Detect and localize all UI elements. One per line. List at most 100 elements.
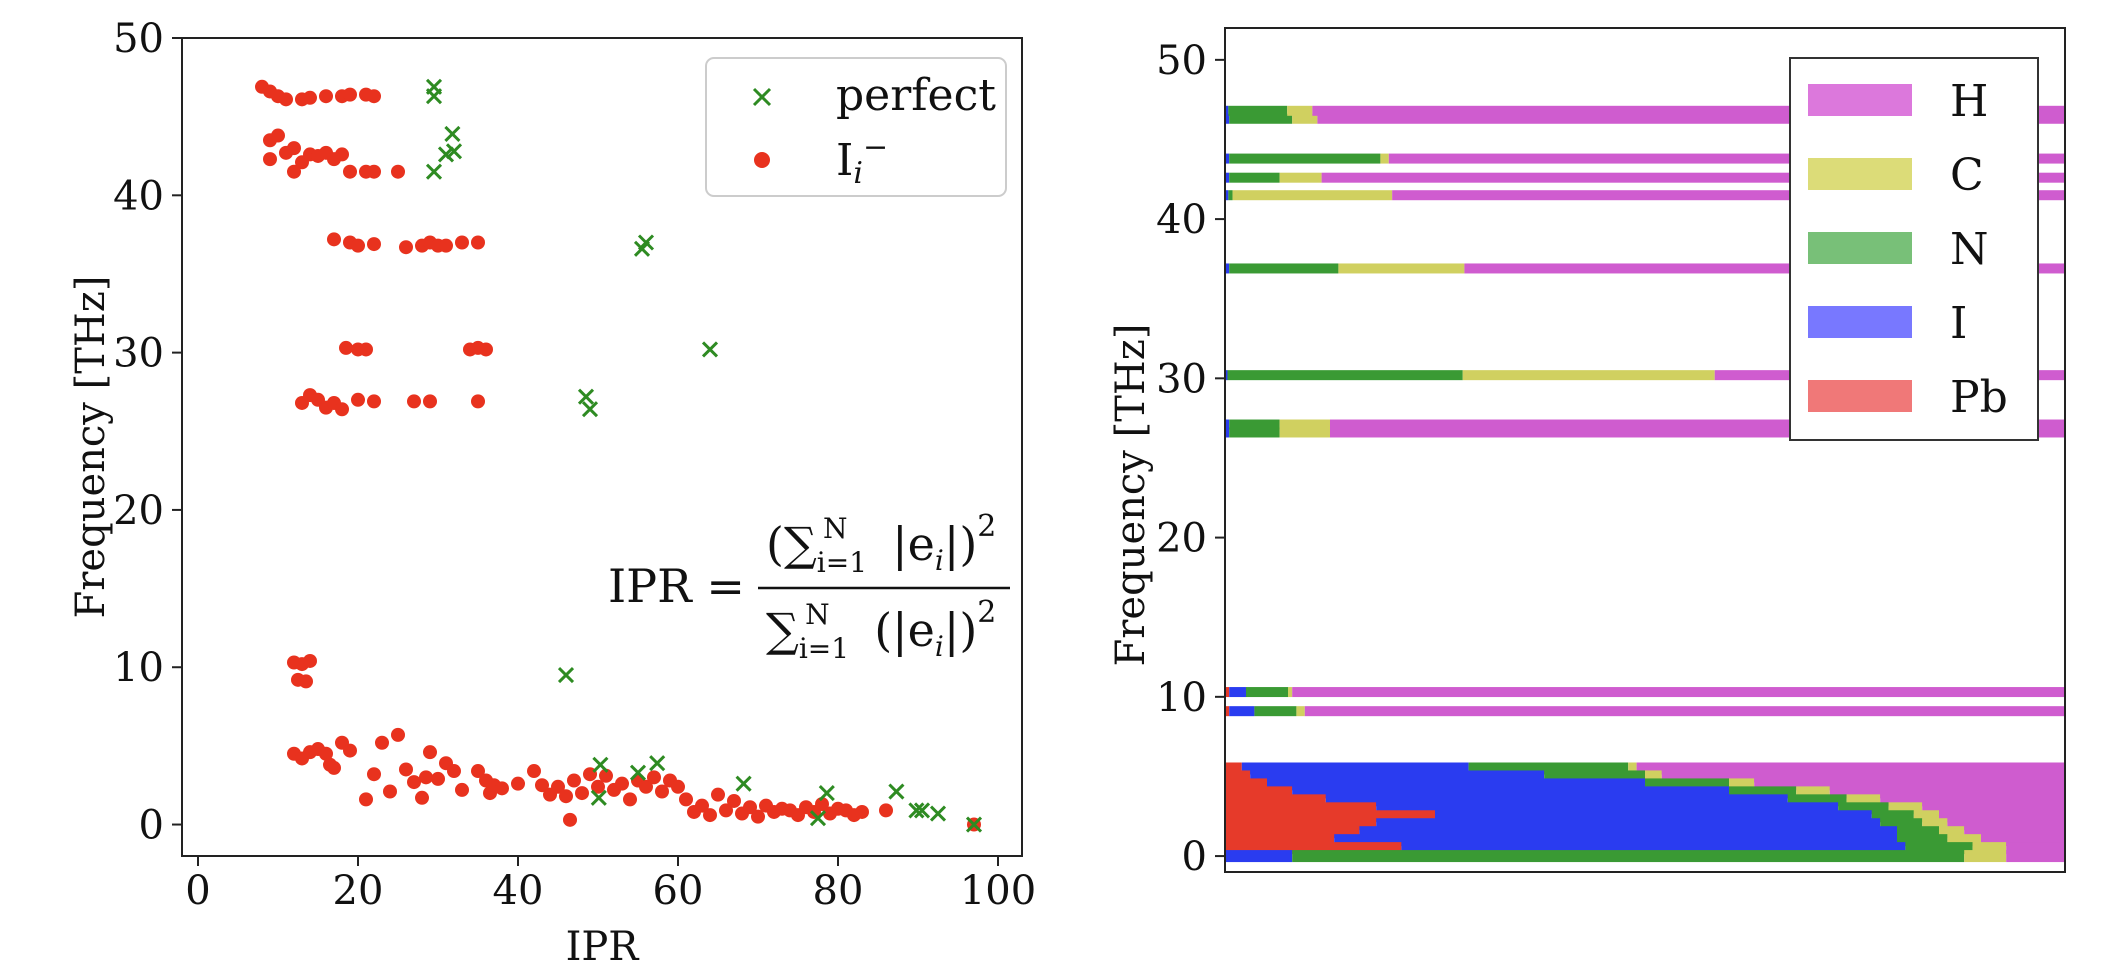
band-segment-i: [1225, 113, 1230, 124]
point-interstitial: [279, 92, 293, 107]
right-y-tick-label: 30: [1156, 356, 1207, 402]
point-perfect: [637, 234, 655, 251]
point-interstitial: [335, 402, 349, 417]
legend-swatch-pb: [1808, 380, 1912, 412]
point-interstitial: [743, 800, 757, 815]
point-interstitial: [695, 798, 709, 813]
band-segment-c: [1292, 113, 1318, 124]
point-interstitial: [343, 164, 357, 179]
left-legend-box: [705, 57, 1007, 197]
legend-label-i: I: [1950, 298, 1967, 349]
point-interstitial: [339, 340, 353, 355]
point-interstitial: [495, 781, 509, 796]
band-segment-h: [1304, 706, 2065, 717]
point-interstitial: [471, 764, 485, 779]
point-interstitial: [271, 128, 285, 143]
point-interstitial: [679, 792, 693, 807]
point-interstitial: [367, 394, 381, 409]
band-segment-n: [1228, 105, 1288, 116]
left-y-axis-label: Frequency [THz]: [68, 276, 114, 619]
point-interstitial: [563, 812, 577, 827]
point-interstitial: [471, 394, 485, 409]
left-y-tick-label: 10: [113, 645, 164, 691]
point-interstitial: [527, 764, 541, 779]
band-segment-n: [1229, 172, 1280, 183]
band-segment-i: [1225, 850, 1293, 863]
point-interstitial: [855, 804, 869, 819]
band-segment-i: [1225, 172, 1230, 183]
point-interstitial: [303, 90, 317, 105]
legend-marker-interstitial: [754, 152, 770, 168]
point-interstitial: [391, 727, 405, 742]
point-perfect: [592, 756, 609, 773]
point-perfect: [425, 88, 443, 105]
band-segment-h: [1317, 113, 2065, 124]
point-interstitial: [455, 782, 469, 797]
band-segment-n: [1228, 190, 1233, 201]
band-segment-i: [1225, 105, 1229, 116]
band-segment-n: [1229, 419, 1280, 430]
point-interstitial: [655, 784, 669, 799]
left-x-tick-label: 80: [813, 868, 864, 914]
point-perfect: [581, 401, 599, 418]
point-perfect: [965, 816, 983, 833]
band-segment-n: [1227, 370, 1463, 381]
point-interstitial: [879, 803, 893, 818]
point-interstitial: [439, 238, 453, 253]
point-interstitial: [319, 746, 333, 761]
band-segment-c: [1964, 850, 2007, 863]
point-interstitial: [751, 809, 765, 824]
band-segment-n: [1229, 153, 1381, 164]
point-interstitial: [703, 808, 717, 823]
point-perfect: [888, 783, 905, 800]
formula-lhs: IPR =: [608, 559, 745, 613]
band-segment-n: [1229, 113, 1293, 124]
point-perfect: [445, 143, 463, 160]
left-y-tick-label: 30: [113, 331, 164, 377]
point-interstitial: [511, 776, 525, 791]
point-interstitial: [367, 164, 381, 179]
band-segment-h: [1292, 687, 2065, 698]
band-segment-c: [1279, 172, 1322, 183]
left-x-axis-label: IPR: [566, 924, 641, 970]
band-segment-i: [1229, 706, 1255, 717]
band-segment-c: [1462, 370, 1715, 381]
point-perfect: [701, 341, 719, 358]
band-segment-c: [1338, 263, 1465, 274]
band-segment-pb: [1225, 706, 1230, 717]
left-legend: perfect Ii−: [705, 57, 1007, 197]
left-y-tick-label: 20: [113, 488, 164, 534]
point-interstitial: [359, 342, 373, 357]
point-interstitial: [399, 762, 413, 777]
right-plot-frame: [1224, 27, 2066, 873]
point-perfect: [590, 789, 607, 806]
band-segment-h: [2006, 850, 2065, 863]
point-interstitial: [447, 764, 461, 779]
point-perfect: [577, 388, 595, 405]
band-segment-c: [1288, 687, 1293, 698]
ipr-scatter-panel: 0 20 40 60 80 100 0 10 20 30 40 50 IPR Frequency [T…: [68, 16, 1036, 970]
point-interstitial: [559, 789, 573, 804]
point-interstitial: [551, 779, 565, 794]
point-interstitial: [407, 394, 421, 409]
band-segment-i: [1225, 427, 1230, 438]
point-interstitial: [591, 779, 605, 794]
band-segment-h: [1464, 263, 2065, 274]
point-perfect: [929, 805, 947, 822]
point-perfect: [913, 802, 931, 819]
legend-swatch-c: [1808, 158, 1912, 190]
point-perfect: [629, 764, 647, 781]
point-interstitial: [815, 797, 829, 812]
legend-label-n: N: [1950, 224, 1989, 275]
point-interstitial: [319, 89, 333, 104]
left-y-tick-label: 50: [113, 16, 164, 62]
band-segment-n: [1292, 850, 1965, 863]
formula-denominator: ∑i=1N (|ei|)2: [766, 595, 996, 665]
point-interstitial: [299, 674, 313, 689]
band-segment-c: [1232, 190, 1393, 201]
legend-swatch-h: [1808, 84, 1912, 116]
point-interstitial: [623, 792, 637, 807]
left-x-tick-label: 60: [653, 868, 704, 914]
point-interstitial: [615, 776, 629, 791]
